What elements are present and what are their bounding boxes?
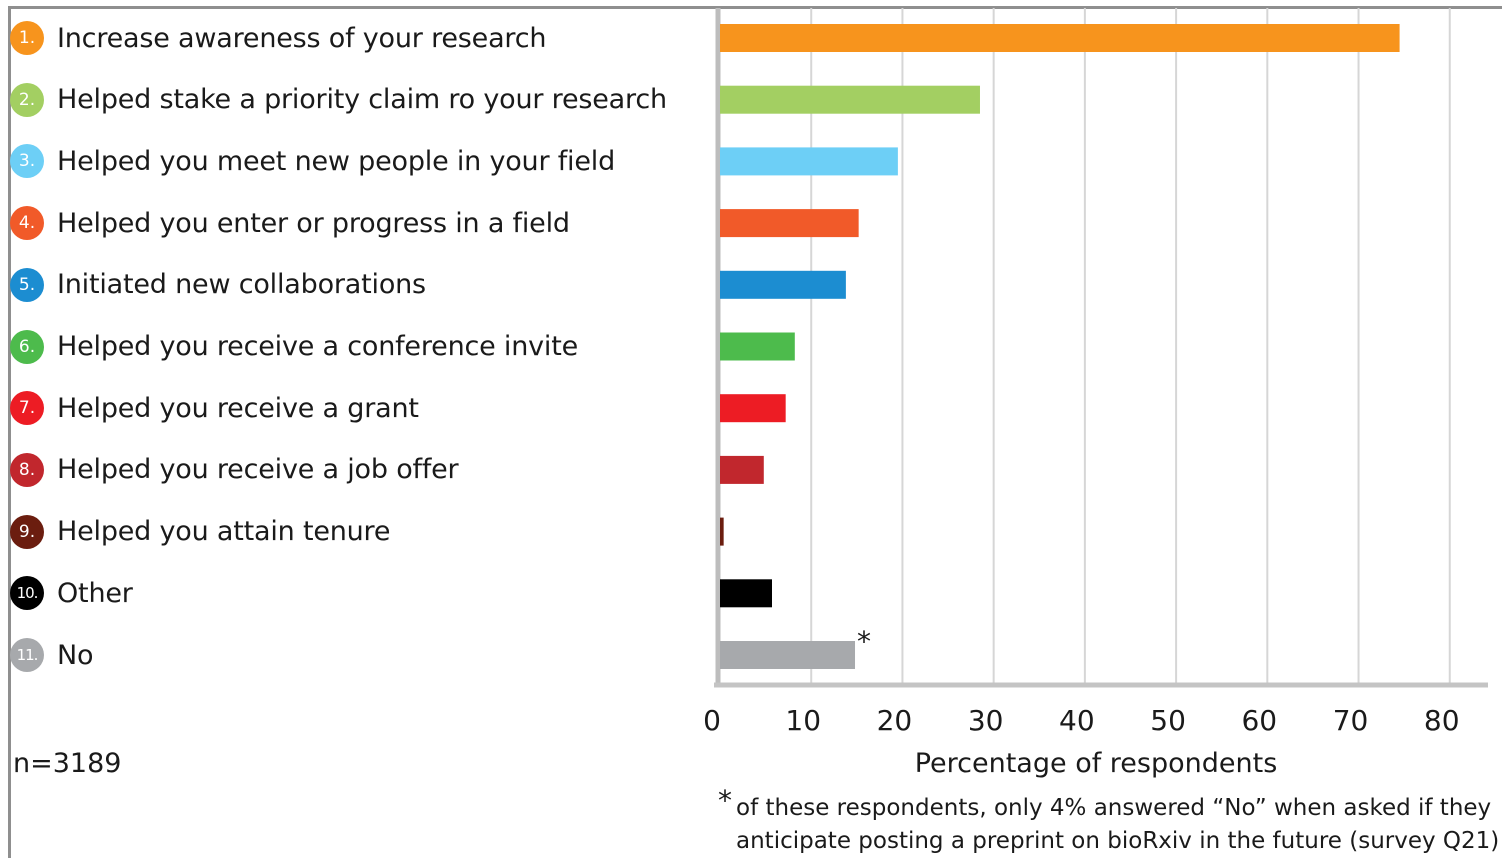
category-row: 3. Helped you meet new people in your fie…: [10, 141, 615, 181]
category-label: Helped stake a priority claim ro your re…: [57, 84, 667, 116]
category-label: Helped you receive a grant: [57, 392, 419, 424]
x-tick-label: 40: [1059, 704, 1095, 737]
category-number-badge: 9.: [10, 514, 44, 549]
category-number-badge: 11.: [10, 638, 44, 672]
category-row: 5. Initiated new collaborations: [10, 265, 426, 305]
footnote-asterisk: *: [718, 784, 732, 817]
category-label: Helped you meet new people in your field: [57, 145, 616, 177]
bar: [720, 147, 898, 176]
footnote-line-2: anticipate posting a preprint on bioRxiv…: [736, 828, 1500, 854]
bar: [720, 209, 859, 238]
category-row: 8. Helped you receive a job offer: [10, 450, 459, 490]
footnote-line-1: of these respondents, only 4% answered “…: [736, 795, 1492, 821]
x-tick-label: 80: [1424, 704, 1460, 737]
category-number-badge: 10.: [10, 576, 44, 611]
category-label: Helped you receive a job offer: [57, 454, 459, 486]
category-number-badge: 8.: [10, 452, 44, 487]
x-tick-label: 70: [1333, 704, 1369, 737]
category-label: Increase awareness of your research: [57, 22, 547, 54]
category-row: 9. Helped you attain tenure: [10, 512, 390, 552]
x-tick-label: 50: [1150, 704, 1186, 737]
x-tick-label: 0: [703, 704, 721, 737]
category-row: 4. Helped you enter or progress in a fiel…: [10, 203, 570, 243]
category-number-badge: 7.: [10, 391, 44, 426]
x-tick-label: 30: [968, 704, 1004, 737]
category-row: 7. Helped you receive a grant: [10, 388, 419, 428]
category-row: 10. Other: [10, 573, 133, 613]
bar: [720, 85, 980, 114]
frame-left-border: [8, 6, 11, 858]
category-row: 2. Helped stake a priority claim ro your …: [10, 80, 667, 120]
category-label: Other: [57, 577, 133, 609]
bar-annotation: *: [857, 625, 871, 658]
x-tick-label: 10: [785, 704, 821, 737]
x-tick-label: 20: [877, 704, 913, 737]
bar: [720, 270, 846, 299]
frame-top-border: [8, 6, 1502, 9]
bar: [720, 394, 786, 423]
x-axis-title: Percentage of respondents: [914, 748, 1278, 779]
category-number-badge: 2.: [10, 82, 44, 117]
category-label: No: [57, 639, 94, 671]
category-number-badge: 3.: [10, 144, 44, 179]
bar: [720, 641, 856, 669]
bar: [720, 332, 795, 361]
category-label: Initiated new collaborations: [57, 269, 426, 301]
category-row: 11. No: [10, 635, 94, 675]
category-number-badge: 6.: [10, 329, 44, 364]
category-label: Helped you receive a conference invite: [57, 331, 579, 362]
category-row: 1. Increase awareness of your research: [10, 18, 546, 58]
footnote-text: of these respondents, only 4% answered “…: [736, 792, 1499, 858]
bar: [720, 455, 764, 484]
bar: [720, 517, 724, 546]
category-label: Helped you enter or progress in a field: [57, 207, 570, 239]
bar: [720, 24, 1400, 52]
category-label: Helped you attain tenure: [57, 516, 391, 548]
bar: [720, 579, 772, 608]
category-number-badge: 4.: [10, 206, 44, 241]
category-number-badge: 5.: [10, 267, 44, 302]
x-tick-label: 60: [1241, 704, 1277, 737]
category-row: 6. Helped you receive a conference invite: [10, 327, 578, 367]
category-number-badge: 1.: [10, 21, 44, 55]
sample-size-label: n=3189: [13, 748, 122, 779]
